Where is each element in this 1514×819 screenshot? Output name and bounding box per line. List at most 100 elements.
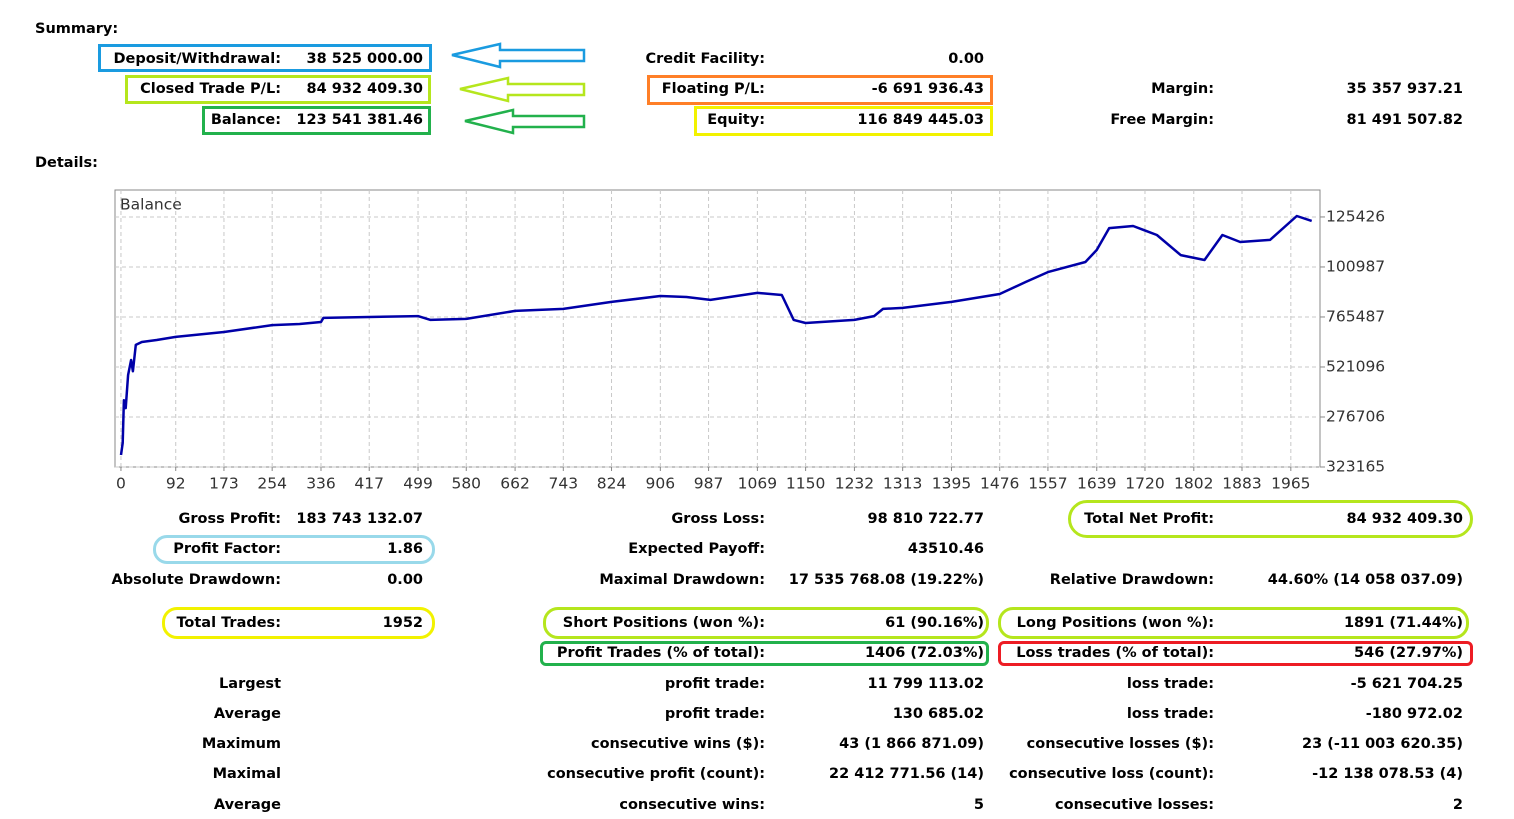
field-value: -5 621 704.25 — [1350, 676, 1463, 692]
field-label: consecutive wins ($): — [590, 736, 765, 752]
section-title: Summary: — [35, 21, 119, 37]
field-value: 35 357 937.21 — [1346, 81, 1464, 97]
x-tick-label: 1720 — [1125, 475, 1164, 493]
field-value: 17 535 768.08 (19.22%) — [788, 572, 984, 588]
x-tick-label: 417 — [354, 475, 384, 493]
field-label: loss trade: — [1126, 676, 1214, 692]
x-tick-label: 987 — [694, 475, 724, 493]
section-title: Details: — [35, 155, 98, 171]
x-tick-label: 499 — [403, 475, 433, 493]
x-tick-label: 743 — [549, 475, 579, 493]
y-tick-label: 323165 — [1326, 458, 1385, 476]
field-label: Profit Factor: — [173, 541, 281, 557]
field-label: Margin: — [1151, 81, 1214, 97]
highlight-box — [543, 607, 989, 639]
field-value: 61 (90.16%) — [885, 615, 984, 631]
x-tick-label: 580 — [451, 475, 481, 493]
field-label: consecutive loss (count): — [1009, 766, 1214, 782]
field-value: 84 932 409.30 — [306, 81, 424, 97]
field-label: Long Positions (won %): — [1016, 615, 1214, 631]
field-label: Average — [213, 706, 281, 722]
field-label: Gross Profit: — [178, 511, 281, 527]
field-value: 23 (-11 003 620.35) — [1302, 736, 1463, 752]
field-value: -6 691 936.43 — [871, 81, 984, 97]
field-value: -180 972.02 — [1365, 706, 1463, 722]
field-label: Total Trades: — [176, 615, 281, 631]
field-label: Deposit/Withdrawal: — [113, 51, 281, 67]
field-label: Average — [213, 797, 281, 813]
field-value: 44.60% (14 058 037.09) — [1267, 572, 1463, 588]
x-tick-label: 1232 — [835, 475, 874, 493]
field-value: 38 525 000.00 — [306, 51, 424, 67]
arrow — [459, 76, 586, 103]
field-label: Largest — [219, 676, 281, 692]
field-value: 2 — [1452, 797, 1463, 813]
field-label: consecutive losses: — [1055, 797, 1214, 813]
y-tick-label: 125426 — [1326, 207, 1385, 225]
highlight-box — [998, 641, 1473, 666]
highlight-box — [202, 106, 431, 135]
x-tick-label: 1395 — [932, 475, 971, 493]
highlight-box — [694, 106, 993, 136]
field-value: 116 849 445.03 — [857, 112, 984, 128]
x-tick-label: 92 — [166, 475, 186, 493]
field-label: consecutive profit (count): — [547, 766, 765, 782]
field-label: Closed Trade P/L: — [140, 81, 281, 97]
field-label: Loss trades (% of total): — [1016, 645, 1214, 661]
field-value: 546 (27.97%) — [1354, 645, 1463, 661]
field-label: Profit Trades (% of total): — [556, 645, 765, 661]
highlight-box — [98, 44, 432, 72]
x-tick-label: 906 — [646, 475, 676, 493]
field-value: 1891 (71.44%) — [1343, 615, 1463, 631]
field-label: consecutive losses ($): — [1026, 736, 1214, 752]
field-value: 43 (1 866 871.09) — [839, 736, 984, 752]
field-value: 123 541 381.46 — [296, 112, 423, 128]
field-label: Equity: — [707, 112, 765, 128]
x-tick-label: 173 — [209, 475, 239, 493]
y-tick-label: 521096 — [1326, 357, 1385, 375]
x-tick-label: 1965 — [1271, 475, 1310, 493]
field-value: 81 491 507.82 — [1346, 112, 1464, 128]
field-label: loss trade: — [1126, 706, 1214, 722]
y-tick-label: 765487 — [1326, 307, 1385, 325]
field-label: profit trade: — [664, 706, 765, 722]
field-value: 1.86 — [387, 541, 423, 557]
x-tick-label: 336 — [306, 475, 336, 493]
balance-line — [119, 214, 1313, 456]
y-tick-label: 276706 — [1326, 407, 1385, 425]
field-value: 1406 (72.03%) — [864, 645, 984, 661]
x-tick-label: 1557 — [1028, 475, 1067, 493]
highlight-box — [998, 607, 1469, 639]
highlight-box — [125, 75, 431, 104]
field-label: Maximal — [212, 766, 281, 782]
field-value: 11 799 113.02 — [867, 676, 985, 692]
field-label: Expected Payoff: — [628, 541, 765, 557]
plot-frame — [114, 189, 1321, 468]
field-label: Maximum — [201, 736, 281, 752]
field-value: -12 138 078.53 (4) — [1312, 766, 1463, 782]
field-value: 5 — [973, 797, 984, 813]
field-label: Floating P/L: — [661, 81, 765, 97]
highlight-box — [540, 641, 989, 666]
field-value: 130 685.02 — [892, 706, 984, 722]
field-value: 183 743 132.07 — [296, 511, 423, 527]
field-label: Balance: — [210, 112, 281, 128]
field-label: Relative Drawdown: — [1049, 572, 1214, 588]
field-value: 22 412 771.56 (14) — [829, 766, 984, 782]
field-value: 1952 — [382, 615, 423, 631]
x-tick-label: 1069 — [738, 475, 777, 493]
highlight-box — [1068, 500, 1473, 538]
x-tick-label: 1639 — [1077, 475, 1116, 493]
field-label: Short Positions (won %): — [562, 615, 765, 631]
field-label: Total Net Profit: — [1084, 511, 1214, 527]
highlight-box — [647, 75, 993, 105]
field-value: 84 932 409.30 — [1346, 511, 1464, 527]
field-label: Credit Facility: — [645, 51, 765, 67]
y-tick-label: 100987 — [1326, 257, 1385, 275]
x-tick-label: 1313 — [883, 475, 922, 493]
field-label: consecutive wins: — [619, 797, 765, 813]
field-label: profit trade: — [664, 676, 765, 692]
x-tick-label: 0 — [116, 475, 126, 493]
field-value: 0.00 — [948, 51, 984, 67]
